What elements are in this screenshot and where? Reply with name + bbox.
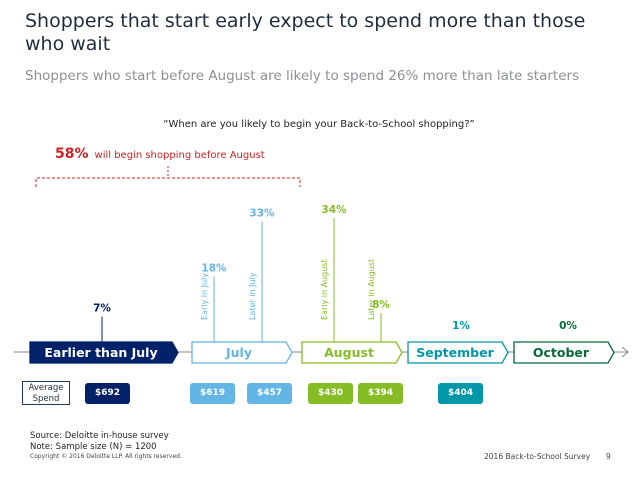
value-label-7: 0% — [559, 320, 577, 332]
category-label-october: October — [533, 345, 590, 360]
callout: 58% will begin shopping before August — [55, 146, 265, 162]
average-spend-badge: $430 — [308, 383, 353, 404]
axis-arrow-icon — [621, 346, 629, 358]
callout-text: will begin shopping before August — [94, 150, 265, 161]
average-spend-badge: $619 — [190, 383, 235, 404]
value-label-1: 7% — [93, 302, 111, 314]
sub-period-label-3: Later in July — [248, 272, 257, 320]
value-label-5: 8% — [372, 299, 390, 311]
source-note: Source: Deloitte in-house survey Note: S… — [30, 431, 169, 453]
value-label-3: 33% — [249, 208, 275, 220]
average-spend-badge: $457 — [247, 383, 292, 404]
value-label-4: 34% — [321, 204, 347, 216]
survey-question: “When are you likely to begin your Back-… — [163, 119, 475, 130]
category-label-september: September — [416, 345, 494, 360]
sub-period-label-5: Later in August — [367, 259, 376, 320]
average-spend-label: Average Spend — [22, 381, 70, 405]
callout-value: 58% — [55, 146, 89, 162]
page-title: Shoppers that start early expect to spen… — [25, 10, 586, 55]
sub-period-label-2: Early in July — [200, 273, 209, 320]
average-spend-badge: $404 — [438, 383, 483, 404]
category-box-earlier-than-july — [29, 341, 179, 364]
page-number: 9 — [606, 452, 611, 461]
survey-name: 2016 Back-to-School Survey — [484, 452, 591, 461]
average-spend-badge: $692 — [85, 383, 130, 404]
category-box-july — [191, 341, 293, 364]
average-spend-badge: $394 — [358, 383, 403, 404]
callout-bracket — [35, 177, 301, 187]
category-label-earlier-than-july: Earlier than July — [44, 345, 157, 360]
category-box-september — [407, 341, 509, 364]
copyright: Copyright © 2016 Deloitte LLP. All right… — [30, 453, 182, 460]
category-box-august — [301, 341, 403, 364]
source-line: Source: Deloitte in-house survey — [30, 431, 169, 441]
category-label-august: August — [324, 345, 374, 360]
note-line: Note: Sample size (N) = 1200 — [30, 442, 157, 452]
category-label-july: July — [225, 345, 252, 360]
value-label-6: 1% — [452, 320, 470, 332]
value-label-2: 18% — [201, 262, 227, 274]
page-subtitle: Shoppers who start before August are lik… — [25, 68, 580, 84]
sub-period-label-4: Early in August — [320, 259, 329, 320]
category-box-october — [513, 341, 615, 364]
